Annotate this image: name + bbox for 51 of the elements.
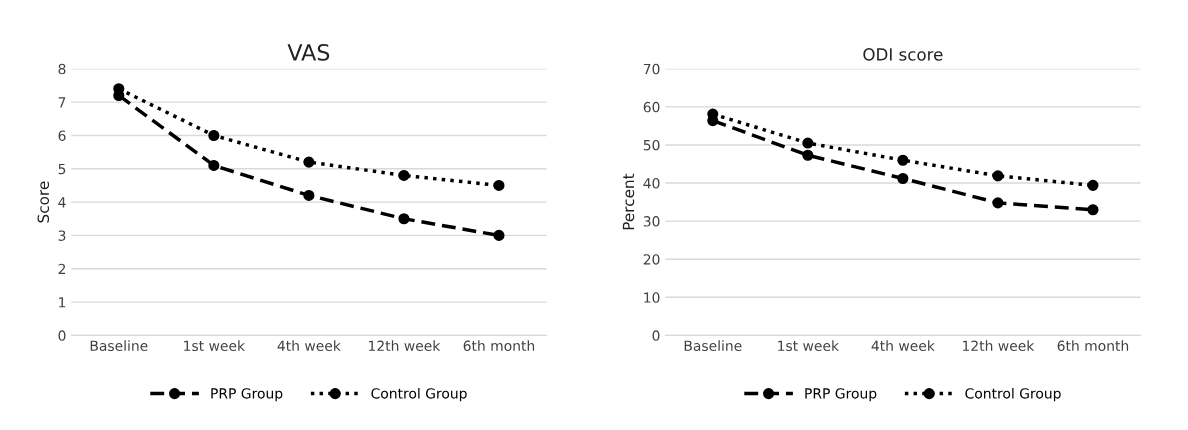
point	[493, 229, 505, 241]
y-tick-label: 5	[58, 163, 66, 175]
x-tick-label: 6th month	[463, 340, 535, 352]
x-tick-label: 6th month	[1057, 340, 1129, 352]
legend-label: PRP Group	[805, 388, 877, 402]
point	[303, 156, 315, 168]
y-tick-label: 0	[58, 330, 66, 341]
y-tick-label: 70	[643, 63, 660, 75]
point	[398, 169, 410, 181]
point	[897, 172, 909, 185]
x-tick-label: 4th week	[871, 340, 935, 352]
y-tick-label: 4	[58, 197, 66, 208]
point	[1087, 204, 1099, 216]
legend-label: Control Group	[965, 387, 1061, 402]
y-tick-label: 7	[58, 97, 66, 108]
y-tick-label: 20	[643, 254, 660, 265]
y-tick-label: 10	[644, 292, 660, 303]
y-tick-label: 50	[643, 139, 660, 151]
y-tick-label: 30	[643, 216, 660, 227]
y-tick-label: 6	[58, 130, 66, 141]
y-axis-title: Percent	[622, 173, 635, 230]
y-tick-label: 3	[58, 230, 66, 241]
legend-label: Control Group	[371, 387, 467, 402]
point	[897, 154, 909, 166]
y-tick-label: 40	[643, 178, 660, 189]
y-tick-label: 1	[59, 297, 66, 308]
x-tick-label: 1st week	[184, 340, 246, 352]
x-tick-label: 12th week	[369, 340, 441, 352]
y-tick-label: 60	[643, 101, 660, 113]
point	[802, 149, 814, 161]
chart-title: VAS	[287, 43, 330, 61]
x-tick-label: 1st week	[778, 340, 840, 352]
y-tick-label: 2	[58, 263, 66, 275]
x-tick-label: Baseline	[684, 340, 742, 352]
point	[493, 179, 505, 191]
x-tick-label: Baseline	[90, 340, 148, 352]
point	[303, 189, 315, 201]
point	[992, 170, 1004, 182]
point	[992, 197, 1004, 209]
point	[1087, 179, 1099, 191]
point	[208, 129, 220, 142]
point	[398, 213, 410, 225]
y-tick-label: 0	[652, 330, 660, 341]
x-tick-label: 4th week	[277, 340, 341, 352]
y-axis-title: Score	[37, 181, 50, 223]
x-tick-label: 12th week	[963, 340, 1035, 352]
chart-title: ODI score	[863, 48, 943, 61]
y-tick-label: 8	[58, 63, 66, 75]
point	[802, 137, 814, 149]
legend-label: PRP Group	[211, 388, 283, 402]
point	[208, 159, 220, 171]
